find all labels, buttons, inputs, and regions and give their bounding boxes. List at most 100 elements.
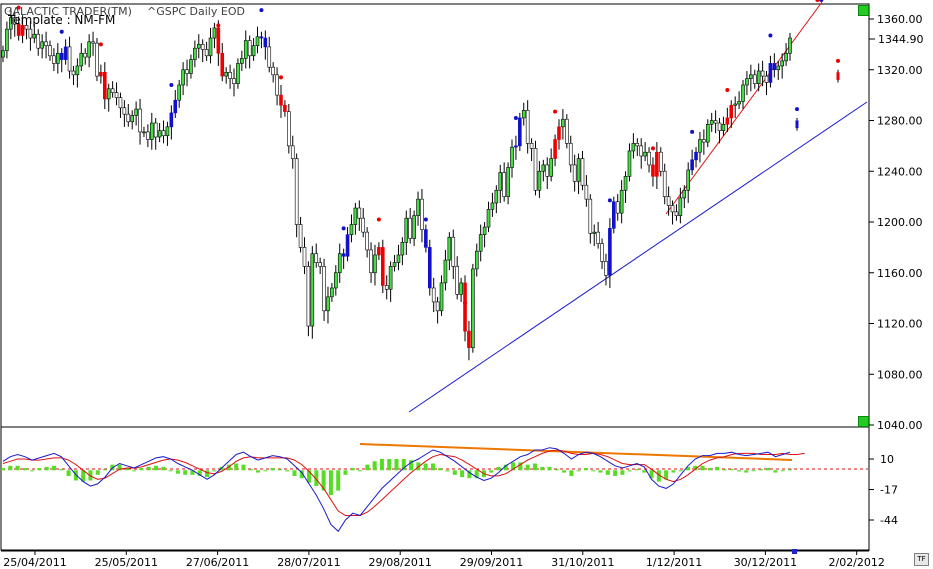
candle-body <box>451 236 456 267</box>
candle-body <box>204 49 209 57</box>
histogram-bar <box>722 469 727 471</box>
candle-body <box>169 112 174 128</box>
histogram-bar <box>460 470 465 478</box>
candle-body <box>67 46 72 72</box>
sell-signal-dot <box>16 5 21 10</box>
candle-body <box>733 103 737 106</box>
price-tick-label: 1360.00 <box>877 13 923 26</box>
candle-body <box>79 52 84 67</box>
histogram-bar <box>540 466 545 471</box>
oscillator-signal-line <box>2 449 805 516</box>
candle-body <box>314 253 319 263</box>
histogram-bar <box>1 468 5 471</box>
sell-signal-dot <box>278 75 283 80</box>
candle-body <box>287 111 291 147</box>
candle-body <box>760 70 765 77</box>
histogram-bar <box>423 463 428 471</box>
candle-body <box>369 249 373 274</box>
candle-body <box>196 44 201 49</box>
histogram-bar <box>766 468 771 471</box>
candle-body <box>768 63 773 83</box>
candle-body <box>36 33 41 49</box>
candle-body <box>302 247 307 267</box>
candlestick-series <box>1 7 792 361</box>
candle-body <box>16 23 21 36</box>
candle-body <box>353 207 358 225</box>
candle-body <box>588 198 593 234</box>
histogram-bar <box>664 470 669 480</box>
histogram-bar <box>132 470 137 472</box>
price-tick-label: 1280.00 <box>877 115 923 128</box>
histogram-bar <box>387 459 392 471</box>
candle-body <box>5 28 9 52</box>
histogram-bar <box>547 466 552 471</box>
candle-body <box>349 224 354 235</box>
candle-body <box>502 172 506 197</box>
candle-body <box>240 58 244 64</box>
candle-body <box>510 146 514 168</box>
histogram-bar <box>511 462 516 471</box>
candle-body <box>478 234 483 252</box>
candle-body <box>247 40 252 57</box>
candle-body <box>103 71 107 100</box>
histogram-bar <box>139 468 144 471</box>
histogram-bar <box>22 468 27 471</box>
buy-signal-dot <box>768 33 773 38</box>
histogram-bar <box>569 470 574 476</box>
oscillator-panel-toggle-button[interactable] <box>858 416 869 427</box>
last-price-label: 1344.90 <box>878 33 924 46</box>
support-trendline-long[interactable] <box>408 101 868 413</box>
price-panel-toggle-button[interactable] <box>858 5 869 16</box>
candle-body <box>306 266 311 327</box>
candle-body <box>388 266 393 290</box>
sell-signal-dot <box>553 109 558 114</box>
histogram-bar <box>576 470 581 472</box>
candle-body <box>193 47 197 60</box>
histogram-bar <box>678 470 683 472</box>
histogram-bar <box>328 470 333 496</box>
candle-body <box>557 126 561 140</box>
candle-body <box>658 151 663 172</box>
brand-label: GALACTIC TRADER(TM) <box>4 5 132 18</box>
candle-body <box>283 104 287 112</box>
candle-body <box>686 169 690 191</box>
candle-body <box>228 71 232 79</box>
candle-body <box>772 63 777 71</box>
histogram-bar <box>59 469 64 471</box>
histogram-bar <box>95 470 100 475</box>
histogram-bar <box>736 470 741 472</box>
candle-body <box>717 122 722 131</box>
candle-body <box>506 167 510 197</box>
histogram-bar <box>744 470 749 473</box>
candle-body <box>275 74 279 96</box>
histogram-bar <box>693 465 698 471</box>
histogram-bar <box>336 470 341 491</box>
candle-body <box>635 143 640 147</box>
candle-body <box>776 65 781 71</box>
candle-body <box>576 158 581 182</box>
candle-body <box>110 88 115 93</box>
histogram-bar <box>81 470 86 482</box>
candle-body <box>83 52 88 58</box>
candle-body <box>318 262 322 267</box>
candle-body <box>565 118 569 144</box>
candle-body <box>59 52 64 60</box>
candle-body <box>416 198 420 216</box>
histogram-bar <box>474 470 479 479</box>
candle-body <box>334 272 338 289</box>
support-trendline-short[interactable] <box>665 1 823 215</box>
scroll-end-marker[interactable] <box>792 549 797 554</box>
candle-body <box>294 158 299 225</box>
histogram-bar <box>715 466 720 471</box>
candle-body <box>75 65 80 76</box>
histogram-bar <box>518 462 523 471</box>
histogram-bar <box>503 464 508 471</box>
candle-body <box>185 69 189 74</box>
candle-body <box>737 101 741 105</box>
candle-body <box>486 209 491 228</box>
histogram-bar <box>15 465 20 471</box>
candle-body <box>243 40 248 59</box>
candle-body <box>32 33 37 39</box>
tf-button[interactable]: TF <box>914 553 929 566</box>
